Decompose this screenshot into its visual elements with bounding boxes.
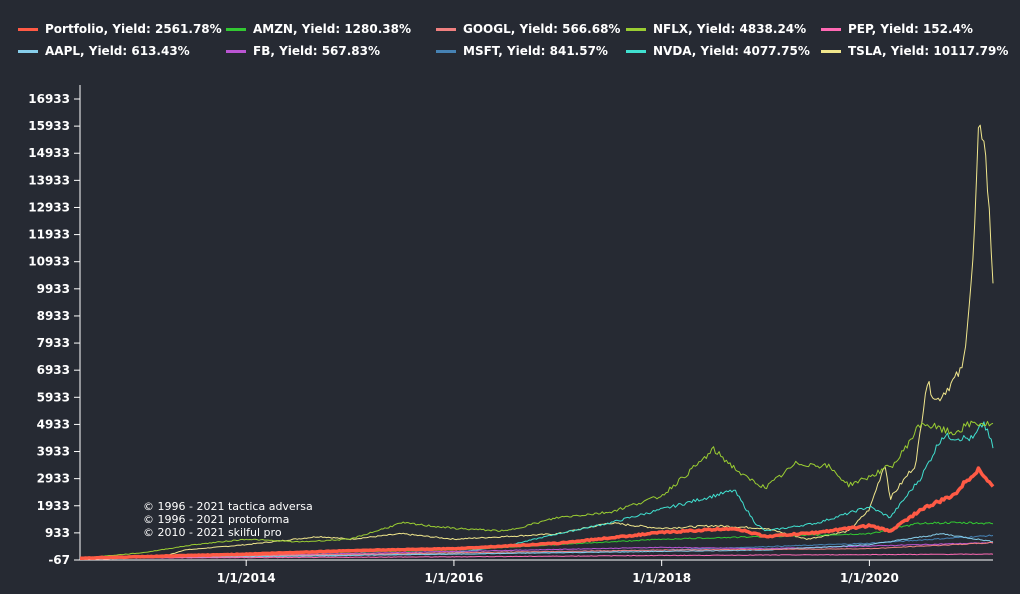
series-line-nflx [80, 420, 994, 559]
legend-swatch [18, 27, 38, 31]
legend-label: Portfolio, Yield: 2561.78% [45, 22, 222, 36]
y-tick-label: 12933 [28, 200, 70, 214]
y-tick-label: 5933 [37, 390, 70, 404]
y-tick-label: 1933 [37, 499, 70, 513]
y-axis: -67 933 1933 2933 3933 4933 5933 6933 7933 8933 99… [28, 85, 81, 567]
y-tick-label: 7933 [37, 336, 70, 350]
legend: Portfolio, Yield: 2561.78% AMZN, Yield: 1… [18, 18, 1018, 62]
y-tick-label: 13933 [28, 173, 70, 187]
legend-label: MSFT, Yield: 841.57% [463, 44, 608, 58]
x-axis: 1/1/2014 1/1/2016 1/1/2018 1/1/2020 [80, 559, 993, 585]
legend-swatch [436, 49, 456, 53]
y-tick-label: 2933 [37, 472, 70, 486]
legend-label: PEP, Yield: 152.4% [848, 22, 973, 36]
x-tick-label: 1/1/2014 [217, 571, 276, 585]
legend-swatch [436, 27, 456, 31]
y-tick-label: 11933 [28, 228, 70, 242]
legend-swatch [821, 27, 841, 31]
y-tick-label: 9933 [37, 282, 70, 296]
series-line-tsla [79, 124, 994, 559]
y-tick-label: 15933 [28, 119, 70, 133]
legend-row: AAPL, Yield: 613.43% FB, Yield: 567.83% MS… [18, 40, 1018, 62]
credit-line: © 1996 - 2021 protoforma [143, 513, 290, 526]
series-line-portfolio [80, 466, 995, 560]
credit-line: © 1996 - 2021 tactica adversa [143, 500, 313, 513]
legend-label: GOOGL, Yield: 566.68% [463, 22, 621, 36]
y-tick-label: 14933 [28, 146, 70, 160]
legend-swatch [626, 49, 646, 53]
y-tick-label: 16933 [28, 92, 70, 106]
y-tick-label: 933 [45, 526, 70, 540]
legend-item-googl[interactable]: GOOGL, Yield: 566.68% [436, 18, 626, 40]
legend-item-fb[interactable]: FB, Yield: 567.83% [226, 40, 436, 62]
legend-item-pep[interactable]: PEP, Yield: 152.4% [821, 18, 1011, 40]
legend-label: TSLA, Yield: 10117.79% [848, 44, 1009, 58]
series-lines [79, 124, 995, 560]
legend-item-nflx[interactable]: NFLX, Yield: 4838.24% [626, 18, 821, 40]
legend-label: NFLX, Yield: 4838.24% [653, 22, 807, 36]
legend-item-aapl[interactable]: AAPL, Yield: 613.43% [18, 40, 226, 62]
y-tick-label: 8933 [37, 309, 70, 323]
x-tick-label: 1/1/2016 [424, 571, 483, 585]
legend-item-msft[interactable]: MSFT, Yield: 841.57% [436, 40, 626, 62]
legend-label: NVDA, Yield: 4077.75% [653, 44, 810, 58]
legend-label: AMZN, Yield: 1280.38% [253, 22, 412, 36]
y-tick-label: 4933 [37, 417, 70, 431]
credits: © 1996 - 2021 tactica adversa © 1996 - 2… [143, 500, 313, 539]
legend-item-tsla[interactable]: TSLA, Yield: 10117.79% [821, 40, 1011, 62]
legend-swatch [626, 27, 646, 31]
y-tick-label: 10933 [28, 255, 70, 269]
legend-row: Portfolio, Yield: 2561.78% AMZN, Yield: 1… [18, 18, 1018, 40]
legend-swatch [226, 49, 246, 53]
x-tick-label: 1/1/2020 [840, 571, 899, 585]
series-line-aapl [79, 533, 993, 559]
legend-item-nvda[interactable]: NVDA, Yield: 4077.75% [626, 40, 821, 62]
legend-label: AAPL, Yield: 613.43% [45, 44, 190, 58]
legend-swatch [821, 49, 841, 53]
y-tick-label: 6933 [37, 363, 70, 377]
credit-line: © 2010 - 2021 skilful pro [143, 526, 282, 539]
legend-swatch [18, 49, 38, 53]
legend-item-portfolio[interactable]: Portfolio, Yield: 2561.78% [18, 18, 226, 40]
y-tick-label: -67 [48, 553, 70, 567]
legend-item-amzn[interactable]: AMZN, Yield: 1280.38% [226, 18, 436, 40]
x-tick-label: 1/1/2018 [632, 571, 691, 585]
series-line-pep [80, 553, 994, 559]
y-tick-label: 3933 [37, 445, 70, 459]
legend-label: FB, Yield: 567.83% [253, 44, 381, 58]
legend-swatch [226, 27, 246, 31]
